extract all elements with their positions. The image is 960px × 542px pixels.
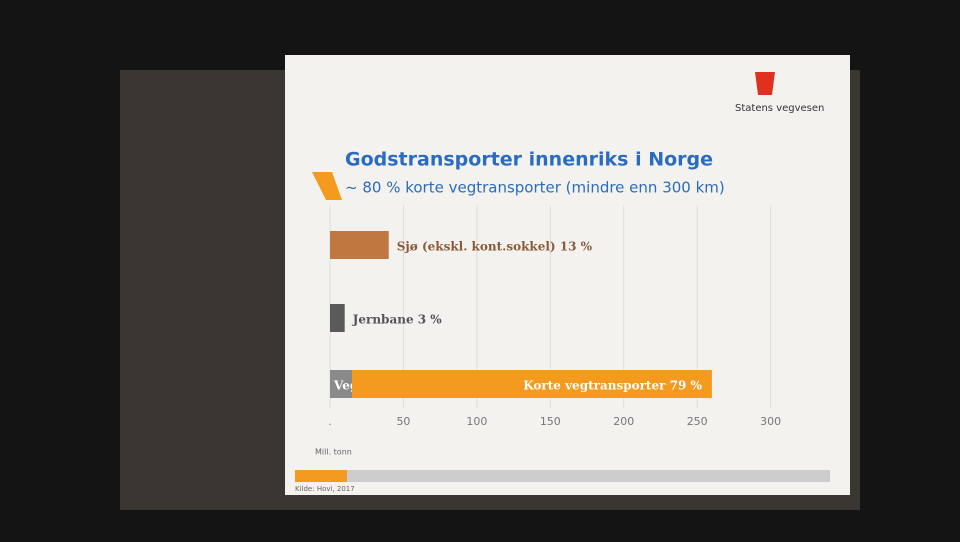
title-accent bbox=[312, 172, 342, 200]
source: Kilde: Hovi, 2017 bbox=[295, 485, 355, 493]
slide bbox=[285, 55, 850, 495]
x-tick-label: 100 bbox=[466, 415, 487, 428]
bar bbox=[330, 231, 389, 259]
bar bbox=[330, 370, 353, 398]
x-tick-label: 250 bbox=[687, 415, 708, 428]
x-tick-label: . bbox=[328, 415, 332, 428]
logo-icon bbox=[755, 72, 775, 95]
x-tick-label: 50 bbox=[396, 415, 410, 428]
slide-title: Godstransporter innenriks i Norge bbox=[345, 149, 713, 171]
x-tick-label: 300 bbox=[760, 415, 781, 428]
data-label: Jernbane 3 % bbox=[352, 313, 443, 327]
bar bbox=[330, 304, 345, 332]
progress-fill bbox=[295, 470, 347, 482]
logo-text: Statens vegvesen bbox=[735, 103, 824, 114]
slide-subtitle: ~ 80 % korte vegtransporter (mindre enn … bbox=[345, 179, 725, 197]
bar bbox=[352, 370, 712, 398]
x-axis-label: Mill. tonn bbox=[315, 448, 352, 457]
progress-track bbox=[295, 470, 830, 482]
data-label: Sjø (ekskl. kont.sokkel) 13 % bbox=[397, 240, 593, 254]
x-tick-label: 200 bbox=[613, 415, 634, 428]
x-tick-label: 150 bbox=[540, 415, 561, 428]
data-label: Korte vegtransporter 79 % bbox=[523, 379, 702, 393]
